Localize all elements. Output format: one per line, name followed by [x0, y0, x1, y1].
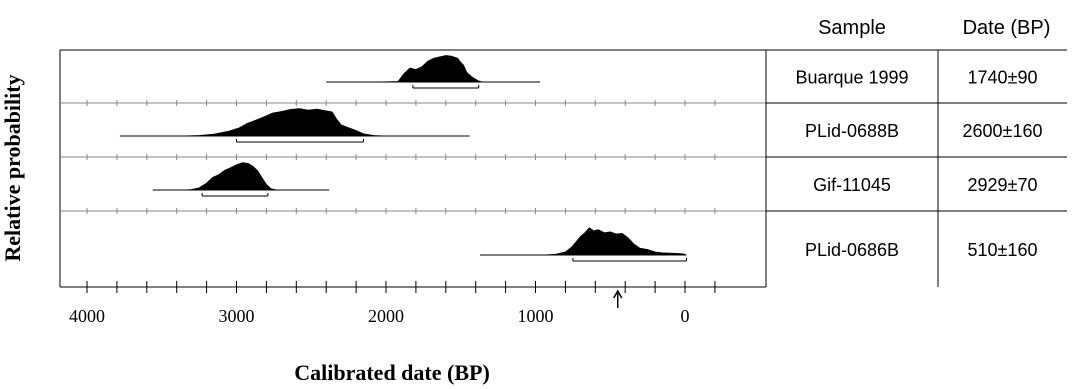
table-cell-date: 2600±160: [963, 121, 1043, 141]
distribution-gif-11045: [152, 162, 330, 197]
distribution-buarque-1999: [326, 55, 540, 89]
table-cell-sample: PLid-0688B: [805, 121, 899, 141]
table-header-sample: Sample: [818, 17, 886, 39]
x-axis-label: Calibrated date (BP): [294, 360, 490, 385]
table-cell-date: 1740±90: [968, 68, 1038, 88]
table-cell-date: 510±160: [968, 240, 1038, 260]
x-tick-label: 3000: [219, 306, 255, 326]
distribution-plid-0688b: [119, 108, 470, 143]
marker-arrow-head: [613, 289, 623, 299]
x-tick-label: 2000: [368, 306, 404, 326]
density-curve: [152, 162, 330, 191]
table-cell-sample: PLid-0686B: [805, 240, 899, 260]
density-curve: [480, 227, 687, 256]
table-cell-sample: Buarque 1999: [795, 68, 908, 88]
density-curve: [119, 108, 470, 137]
x-tick-label: 1000: [518, 306, 554, 326]
table-header-date: Date (BP): [963, 17, 1051, 39]
table-cell-sample: Gif-11045: [813, 175, 891, 195]
density-curve: [326, 55, 540, 83]
y-axis-label: Relative probability: [0, 74, 25, 261]
distribution-plid-0686b: [480, 227, 687, 262]
x-tick-label: 0: [681, 306, 690, 326]
table-cell-date: 2929±70: [968, 175, 1038, 195]
x-tick-label: 4000: [69, 306, 105, 326]
